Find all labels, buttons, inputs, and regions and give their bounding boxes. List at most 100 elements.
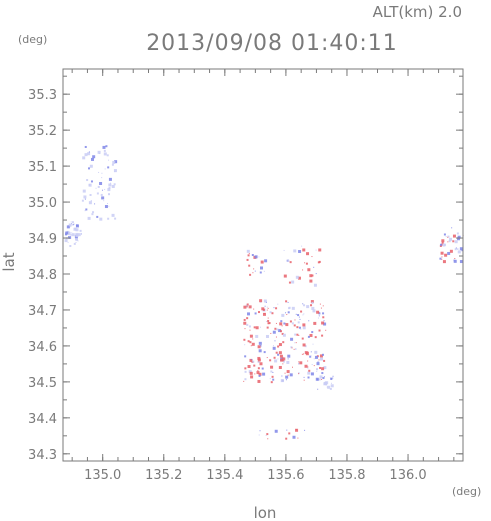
data-point xyxy=(323,376,325,378)
data-point xyxy=(318,378,321,381)
data-point xyxy=(310,355,312,357)
data-point xyxy=(456,237,460,241)
data-point xyxy=(267,317,269,319)
y-tick-label: 34.8 xyxy=(28,268,57,283)
data-point xyxy=(107,166,110,169)
data-point xyxy=(253,364,256,367)
data-point xyxy=(314,336,317,339)
data-point xyxy=(248,325,251,328)
data-point xyxy=(243,321,247,325)
data-point xyxy=(301,353,303,355)
data-point xyxy=(249,371,253,375)
y-tick-label: 34.5 xyxy=(28,376,57,391)
data-point xyxy=(323,322,327,326)
data-point xyxy=(246,303,249,306)
data-point xyxy=(287,374,289,376)
data-point xyxy=(103,149,106,152)
data-point xyxy=(246,323,249,326)
data-point xyxy=(275,351,278,354)
data-point xyxy=(260,345,262,347)
y-unit-label: (deg) xyxy=(18,33,47,46)
data-point xyxy=(257,358,261,362)
data-point xyxy=(101,196,105,200)
data-point xyxy=(257,356,261,360)
data-point xyxy=(457,250,461,254)
data-point xyxy=(243,305,247,309)
data-point xyxy=(311,364,313,366)
data-point xyxy=(244,328,246,330)
data-point xyxy=(108,183,112,187)
data-point xyxy=(265,435,267,437)
data-point xyxy=(247,254,250,257)
data-point xyxy=(256,371,260,375)
data-point xyxy=(287,311,290,314)
data-point xyxy=(322,377,325,380)
data-point xyxy=(280,379,284,383)
data-point xyxy=(459,247,463,251)
data-point xyxy=(332,375,334,377)
data-point xyxy=(318,359,320,361)
data-point xyxy=(269,311,272,314)
data-point xyxy=(313,358,315,360)
data-point xyxy=(453,259,457,263)
data-point xyxy=(307,360,309,362)
plot-frame xyxy=(62,68,464,462)
data-point xyxy=(264,259,268,263)
data-point xyxy=(288,306,291,309)
data-point xyxy=(252,338,254,340)
data-point xyxy=(285,312,287,314)
data-point xyxy=(445,236,447,238)
data-point xyxy=(286,370,290,374)
data-point xyxy=(447,251,451,255)
data-point xyxy=(114,171,116,173)
data-point xyxy=(282,357,286,361)
data-point xyxy=(80,233,82,235)
data-point xyxy=(325,329,327,331)
data-point xyxy=(95,187,97,189)
data-point xyxy=(84,145,87,148)
data-point xyxy=(282,333,286,337)
data-point xyxy=(252,272,254,274)
data-point xyxy=(103,152,107,156)
data-point xyxy=(287,301,289,303)
data-point xyxy=(82,189,86,193)
data-point xyxy=(319,375,323,379)
data-point xyxy=(94,203,96,205)
data-point xyxy=(258,372,262,376)
data-point xyxy=(457,235,461,239)
data-point xyxy=(300,328,302,330)
data-point xyxy=(447,235,450,238)
data-point xyxy=(307,371,311,375)
data-point xyxy=(249,273,252,276)
data-point xyxy=(257,370,259,372)
data-point xyxy=(273,356,276,359)
data-point xyxy=(449,237,453,241)
data-point xyxy=(441,258,443,260)
data-point xyxy=(289,261,292,264)
data-point xyxy=(99,217,103,221)
data-point xyxy=(290,337,294,341)
data-point xyxy=(91,213,94,216)
data-point xyxy=(90,157,94,161)
data-point xyxy=(268,322,271,325)
data-point xyxy=(103,200,105,202)
x-tick-label: 135.0 xyxy=(84,468,121,483)
data-point xyxy=(330,384,334,388)
data-point xyxy=(259,430,261,432)
data-point xyxy=(257,360,260,363)
data-point xyxy=(313,365,315,367)
data-point xyxy=(284,372,286,374)
data-point xyxy=(298,316,300,318)
data-point xyxy=(266,306,268,308)
data-point xyxy=(310,304,313,307)
data-point xyxy=(303,353,305,355)
data-point xyxy=(315,249,317,251)
data-point xyxy=(300,310,303,313)
data-point xyxy=(282,341,285,344)
data-point xyxy=(89,194,92,197)
data-point xyxy=(311,331,314,334)
data-point xyxy=(68,238,70,240)
data-point xyxy=(251,358,253,360)
data-point xyxy=(294,333,297,336)
data-point xyxy=(96,215,99,218)
